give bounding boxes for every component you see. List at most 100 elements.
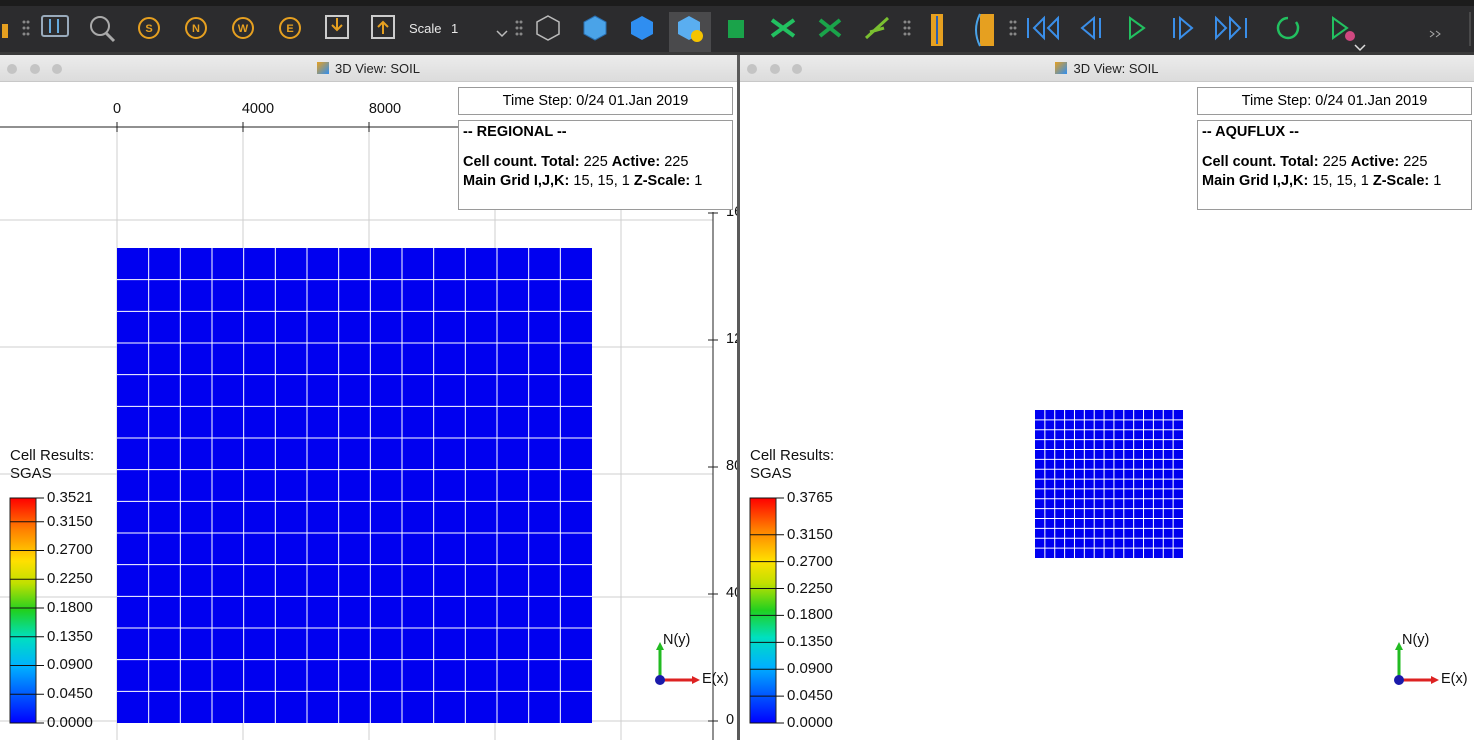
tool-icon[interactable]: [1129, 16, 1146, 40]
tool-icon[interactable]: [1332, 16, 1349, 40]
tool-icon[interactable]: [980, 14, 994, 46]
viewer-canvas: [749, 410, 1439, 724]
tool-icon[interactable]: [818, 18, 842, 38]
grid-cells: [117, 248, 592, 723]
cell-count: Cell count. Total: 225 Active: 225: [1202, 153, 1467, 172]
window-button[interactable]: [30, 64, 40, 74]
legend-property: SGAS: [750, 465, 792, 482]
value: 225: [583, 154, 608, 170]
toolbar: S N W E: [0, 0, 1474, 52]
legend-tick-label: 0.0900: [787, 660, 833, 678]
scale-value[interactable]: 1: [451, 21, 459, 36]
color-bar: [749, 497, 777, 724]
info-box: -- REGIONAL -- Cell count. Total: 225 Act…: [458, 120, 733, 210]
tool-icon[interactable]: [90, 16, 110, 36]
legend-tick-label: 0.0000: [47, 714, 93, 731]
tool-icon[interactable]: [864, 16, 890, 40]
case-name: -- REGIONAL --: [463, 124, 567, 140]
panel-title: 3D View: SOIL: [740, 61, 1474, 76]
case-name: -- AQUFLUX --: [1202, 124, 1299, 140]
tool-icon[interactable]: [770, 18, 796, 38]
window-button[interactable]: [770, 64, 780, 74]
axis-label: 0: [726, 712, 735, 728]
viewer-3d[interactable]: 0 4000 8000 16 12 80 40 0 Time Step: 0/24 01.Jan…: [0, 82, 737, 740]
label: Main Grid I,J,K:: [463, 173, 570, 189]
window-button[interactable]: [792, 64, 802, 74]
panel-titlebar: 3D View: SOIL: [740, 55, 1474, 82]
legend-tick-label: 0.3150: [787, 525, 833, 543]
tool-icon[interactable]: [371, 15, 395, 39]
view-icon: [1055, 62, 1068, 74]
legend-tick-label: 0.0450: [787, 687, 833, 705]
tool-icon[interactable]: [325, 15, 349, 39]
tool-icon[interactable]: [279, 17, 301, 39]
tool-icon[interactable]: [1027, 15, 1059, 41]
legend-tick-label: 0.2700: [47, 541, 93, 559]
window-button[interactable]: [52, 64, 62, 74]
triad-north-label: N(y): [1402, 632, 1430, 648]
value: 1: [694, 173, 703, 189]
label: Z-Scale:: [1372, 173, 1430, 189]
time-step-box: Time Step: 0/24 01.Jan 2019: [1197, 87, 1472, 115]
label: Cell count. Total:: [463, 154, 580, 170]
toolbar-border: [0, 52, 1474, 55]
legend-tick-label: 0.1350: [787, 633, 833, 651]
viewer-canvas: [0, 122, 718, 740]
axis-label: 16: [726, 204, 737, 220]
tool-icon[interactable]: [1276, 16, 1300, 40]
time-step-box: Time Step: 0/24 01.Jan 2019: [458, 87, 733, 115]
tool-icon[interactable]: [138, 17, 160, 39]
legend-tick-label: 0.0450: [47, 685, 93, 703]
window-button[interactable]: [747, 64, 757, 74]
legend-property: SGAS: [10, 465, 52, 482]
legend-title-line: Cell Results:: [10, 447, 95, 464]
tool-icon[interactable]: [185, 17, 207, 39]
tool-icon[interactable]: [41, 15, 69, 37]
triad-north-head: [1395, 642, 1403, 650]
legend-tick-label: 0.3765: [787, 489, 833, 506]
tool-icon[interactable]: [1080, 15, 1101, 41]
tool-icon[interactable]: [728, 20, 744, 38]
axis-label: 12: [726, 331, 737, 347]
triad-up: [1394, 675, 1404, 685]
legend-tick-label: 0.1800: [47, 598, 93, 616]
triad-east-label: E(x): [702, 671, 729, 687]
triad-east-label: E(x): [1441, 671, 1468, 687]
value: 225: [664, 154, 689, 170]
tool-icon[interactable]: [1173, 15, 1194, 41]
triad-north-head: [656, 642, 664, 650]
triad-east-head: [692, 676, 700, 684]
tool-icon[interactable]: [631, 16, 653, 40]
label: Z-Scale:: [633, 173, 691, 189]
info-box: -- AQUFLUX -- Cell count. Total: 225 Acti…: [1197, 120, 1472, 210]
grid-cells: [1035, 410, 1183, 558]
main-grid: Main Grid I,J,K: 15, 15, 1 Z-Scale: 1: [463, 172, 728, 191]
tool-icon[interactable]: [583, 15, 607, 41]
legend-tick-label: 0.3150: [47, 512, 93, 530]
viewer-3d[interactable]: Time Step: 0/24 01.Jan 2019 -- AQUFLUX --…: [740, 82, 1474, 740]
panel-titlebar: 3D View: SOIL: [0, 55, 737, 82]
panel-title: 3D View: SOIL: [0, 61, 737, 76]
tool-icon[interactable]: [232, 17, 254, 39]
scale-label: Scale: [409, 21, 442, 36]
legend-tick-label: 0.2250: [47, 570, 93, 588]
svg-text:N: N: [192, 23, 200, 35]
view-icon: [316, 62, 329, 74]
value: 15, 15, 1: [573, 173, 630, 189]
axis-label: 4000: [241, 101, 275, 117]
legend-tick-label: 0.1350: [47, 627, 93, 645]
legend-tick-label: 0.0900: [47, 656, 93, 674]
tool-icon[interactable]: [536, 15, 560, 41]
color-bar: [9, 497, 37, 724]
legend-tick-label: 0.2250: [787, 579, 833, 597]
axis-label: 40: [726, 585, 737, 601]
window-button[interactable]: [7, 64, 17, 74]
label: Main Grid I,J,K:: [1202, 173, 1309, 189]
triad-north-label: N(y): [663, 632, 691, 648]
label: Active:: [1350, 154, 1400, 170]
tool-icon[interactable]: [2, 24, 8, 38]
toolbar-icons: S N W E: [2, 12, 1471, 52]
axis-label: 80: [726, 458, 737, 474]
tool-icon[interactable]: [1215, 15, 1247, 41]
